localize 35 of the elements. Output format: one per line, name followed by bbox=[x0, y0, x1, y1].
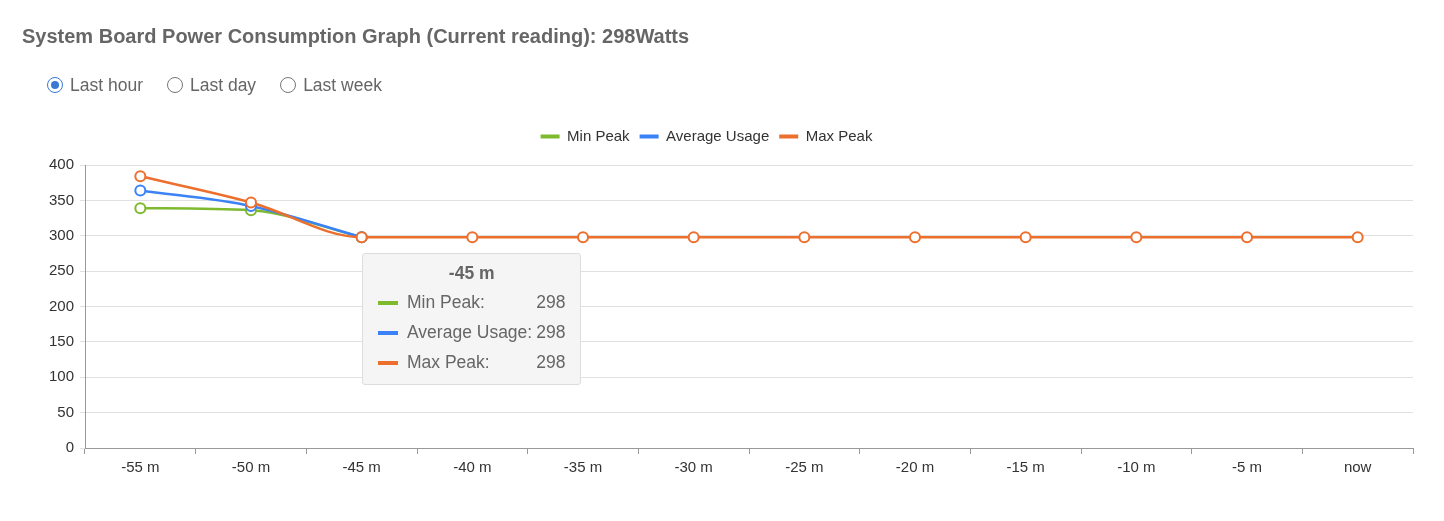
x-tick-label: -40 m bbox=[453, 458, 492, 476]
annotation: Max Peak: bbox=[407, 352, 491, 374]
legend-label: Max Peak bbox=[805, 126, 873, 144]
x-tick-label: -45 m bbox=[342, 458, 381, 476]
x-tick-label: -55 m bbox=[121, 458, 160, 476]
annotation: -45 m bbox=[447, 261, 496, 285]
y-tick-label: 0 bbox=[65, 438, 74, 456]
annotation: Min Peak: bbox=[407, 292, 486, 314]
text: Last hour bbox=[70, 75, 143, 95]
y-tick-label: 100 bbox=[48, 367, 74, 385]
annotation: 298 bbox=[536, 322, 566, 344]
y-tick-label: 200 bbox=[48, 296, 74, 314]
legend-label: Min Peak bbox=[567, 126, 631, 144]
x-tick-label: -30 m bbox=[674, 458, 713, 476]
y-tick-label: 250 bbox=[48, 261, 74, 279]
x-tick-label: -5 m bbox=[1232, 458, 1262, 476]
chart-title: System Board Power Consumption Graph (Current reading): 298Watts bbox=[22, 24, 690, 48]
annotation: 298 bbox=[536, 352, 566, 374]
x-tick-label: -15 m bbox=[1006, 458, 1045, 476]
x-tick-label: -35 m bbox=[563, 458, 603, 476]
x-tick-label: -10 m bbox=[1117, 458, 1156, 476]
legend-label: Average Usage bbox=[666, 126, 770, 144]
text: Last day bbox=[189, 75, 257, 95]
y-tick-label: 400 bbox=[48, 155, 74, 173]
x-tick-label: -25 m bbox=[785, 458, 824, 476]
annotation: Average Usage: bbox=[407, 322, 533, 344]
x-tick-label: -20 m bbox=[895, 458, 935, 476]
x-tick-label: -50 m bbox=[231, 458, 271, 476]
text: Last week bbox=[303, 75, 382, 95]
y-tick-label: 300 bbox=[48, 225, 74, 243]
y-tick-label: 50 bbox=[57, 402, 74, 420]
y-tick-label: 150 bbox=[48, 332, 74, 350]
annotation: 298 bbox=[536, 292, 566, 314]
x-tick-label: now bbox=[1343, 458, 1372, 476]
y-tick-label: 350 bbox=[48, 190, 74, 208]
